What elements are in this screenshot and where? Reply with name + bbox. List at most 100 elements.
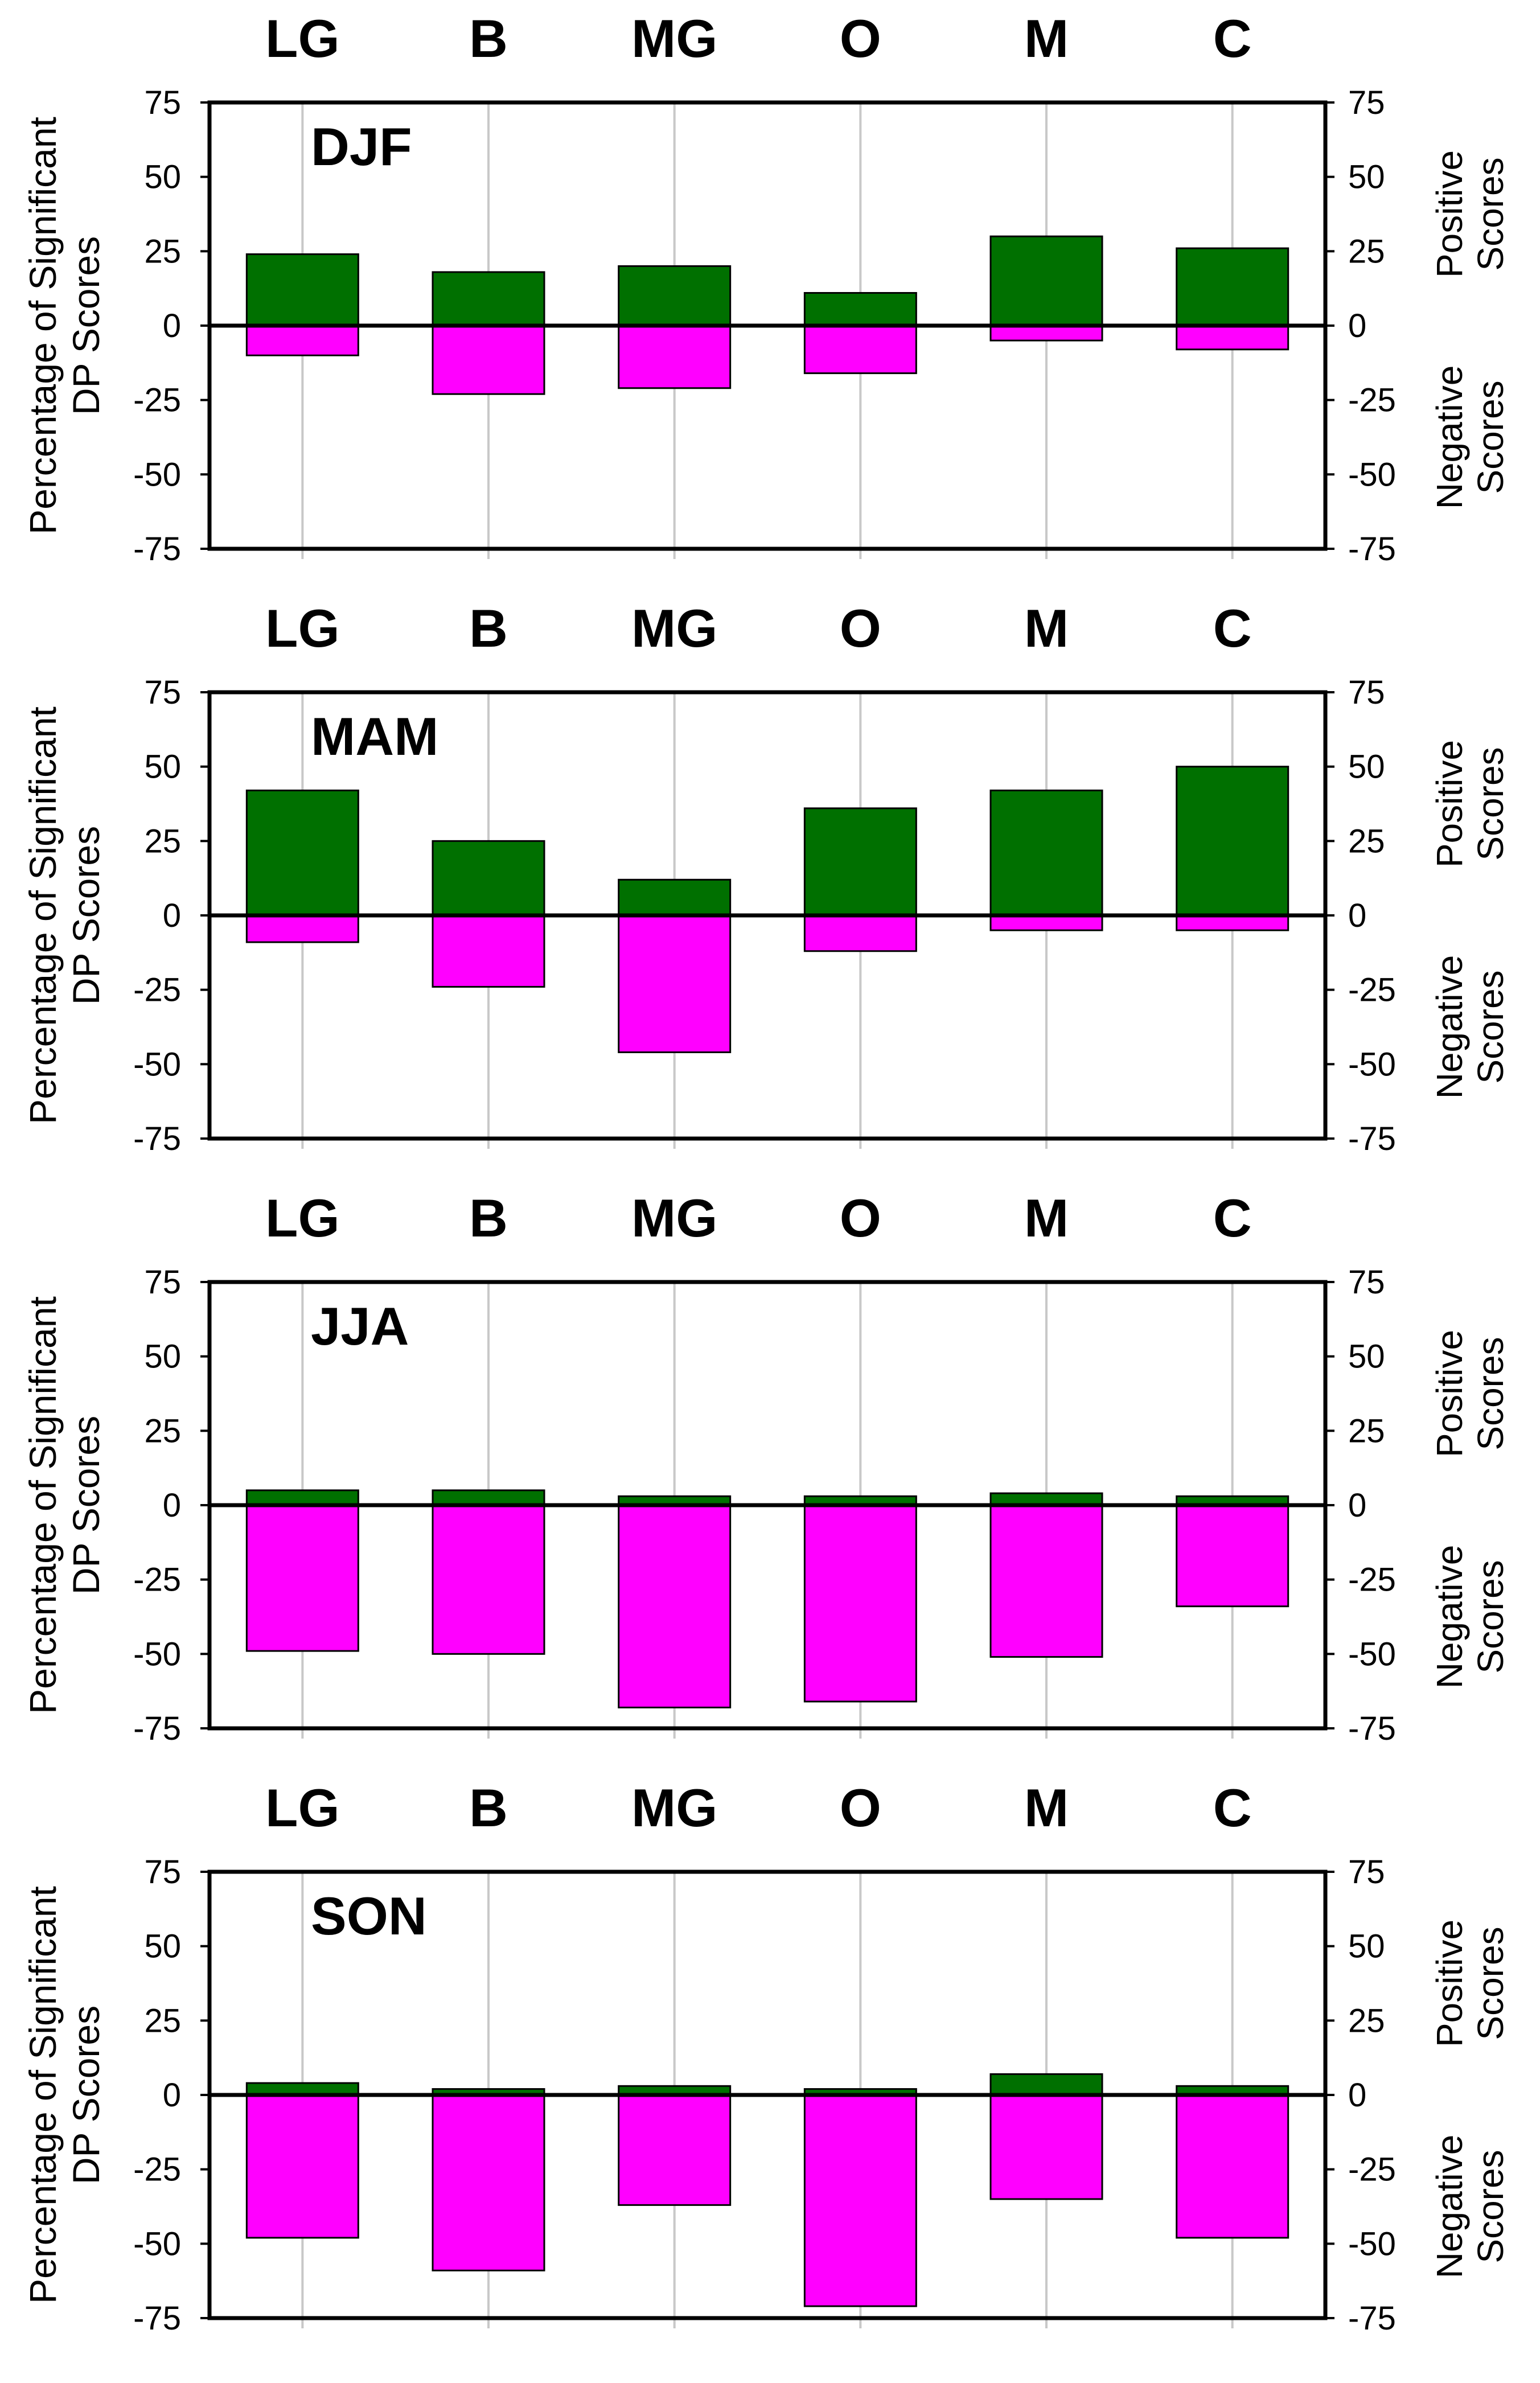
panel-mam: LG B MG O M C 75 75 50 50 25 25 0 0 -25 -25 -50 -50 -75 -75… bbox=[22, 598, 1511, 1157]
right-tick-label: 0 bbox=[1348, 897, 1366, 934]
left-tick-label: -50 bbox=[133, 2225, 181, 2262]
negative-scores-label-line: Negative bbox=[1429, 1545, 1470, 1689]
y-axis-title: Percentage of SignificantDP Scores bbox=[22, 117, 107, 535]
left-tick-label: 50 bbox=[144, 749, 181, 786]
right-tick-label: -25 bbox=[1348, 2151, 1396, 2188]
panel-djf: LG B MG O M C 75 75 50 50 25 25 0 0 -25 -25 -50 -50 -75 -75… bbox=[22, 9, 1511, 568]
right-tick-label: -25 bbox=[1348, 382, 1396, 419]
positive-bar-o bbox=[803, 807, 917, 917]
right-tick-label: 50 bbox=[1348, 159, 1385, 196]
negative-scores-label: NegativeScores bbox=[1429, 365, 1511, 510]
right-tick-label: 0 bbox=[1348, 1487, 1366, 1524]
positive-bar-lg bbox=[245, 253, 359, 327]
y-axis-title-line: DP Scores bbox=[65, 2006, 107, 2184]
right-tick-label: 75 bbox=[1348, 84, 1385, 121]
left-tick-label: -75 bbox=[133, 1710, 181, 1747]
y-axis-title-line: Percentage of Significant bbox=[22, 1296, 64, 1714]
positive-scores-label-line: Scores bbox=[1470, 1337, 1511, 1450]
left-tick-label: 25 bbox=[144, 2002, 181, 2039]
right-tick-label: -75 bbox=[1348, 1120, 1396, 1157]
right-tick-label: 50 bbox=[1348, 749, 1385, 786]
category-label-b: B bbox=[469, 598, 508, 658]
category-label-m: M bbox=[1024, 598, 1069, 658]
right-tick-label: -25 bbox=[1348, 972, 1396, 1009]
left-tick-label: 50 bbox=[144, 1338, 181, 1375]
negative-bar-m bbox=[989, 1504, 1103, 1658]
left-tick-label: -75 bbox=[133, 531, 181, 568]
positive-bar-b bbox=[432, 1489, 545, 1506]
positive-bar-mg bbox=[618, 265, 732, 327]
left-tick-label: 0 bbox=[163, 2077, 181, 2114]
negative-bar-b bbox=[432, 1504, 545, 1655]
left-tick-label: -25 bbox=[133, 382, 181, 419]
right-tick-label: 75 bbox=[1348, 1264, 1385, 1301]
season-label: SON bbox=[311, 1886, 427, 1946]
y-axis-title-line: Percentage of Significant bbox=[22, 706, 64, 1124]
category-label-m: M bbox=[1024, 1188, 1069, 1248]
negative-bar-m bbox=[989, 914, 1103, 931]
positive-scores-label-line: Scores bbox=[1470, 747, 1511, 860]
left-tick-label: 25 bbox=[144, 1412, 181, 1449]
category-label-lg: LG bbox=[265, 1188, 340, 1248]
positive-bar-lg bbox=[245, 789, 359, 917]
category-label-c: C bbox=[1213, 9, 1252, 68]
left-tick-label: 0 bbox=[163, 1487, 181, 1524]
y-axis-title: Percentage of SignificantDP Scores bbox=[22, 1886, 107, 2304]
left-tick-label: -50 bbox=[133, 456, 181, 493]
left-tick-label: -25 bbox=[133, 2151, 181, 2188]
category-label-o: O bbox=[840, 1778, 881, 1838]
negative-scores-label-line: Scores bbox=[1470, 970, 1511, 1083]
positive-scores-label-line: Positive bbox=[1429, 150, 1470, 278]
left-tick-label: -75 bbox=[133, 1120, 181, 1157]
left-tick-label: -75 bbox=[133, 2300, 181, 2337]
right-tick-label: -50 bbox=[1348, 1636, 1396, 1673]
negative-bar-o bbox=[803, 2094, 917, 2307]
right-tick-label: -50 bbox=[1348, 456, 1396, 493]
category-label-lg: LG bbox=[265, 598, 340, 658]
negative-bar-b bbox=[432, 324, 545, 395]
right-tick-label: 75 bbox=[1348, 1854, 1385, 1891]
negative-bar-o bbox=[803, 914, 917, 952]
right-tick-label: 25 bbox=[1348, 233, 1385, 270]
positive-scores-label-line: Positive bbox=[1429, 1920, 1470, 2047]
category-label-b: B bbox=[469, 9, 508, 68]
y-axis-title: Percentage of SignificantDP Scores bbox=[22, 706, 107, 1124]
category-label-o: O bbox=[840, 598, 881, 658]
negative-scores-label-line: Negative bbox=[1429, 955, 1470, 1099]
left-tick-label: -50 bbox=[133, 1046, 181, 1083]
season-label: MAM bbox=[311, 706, 439, 766]
negative-bar-b bbox=[432, 914, 545, 988]
y-axis-title-line: Percentage of Significant bbox=[22, 1886, 64, 2304]
negative-bar-lg bbox=[245, 1504, 359, 1652]
right-tick-label: -75 bbox=[1348, 531, 1396, 568]
y-axis-title: Percentage of SignificantDP Scores bbox=[22, 1296, 107, 1714]
positive-scores-label-line: Positive bbox=[1429, 740, 1470, 868]
negative-bar-o bbox=[803, 324, 917, 375]
positive-scores-label: PositiveScores bbox=[1429, 740, 1511, 868]
negative-bar-b bbox=[432, 2094, 545, 2271]
right-tick-label: -50 bbox=[1348, 2225, 1396, 2262]
negative-bar-c bbox=[1176, 1504, 1290, 1608]
right-tick-label: -50 bbox=[1348, 1046, 1396, 1083]
negative-bar-mg bbox=[618, 1504, 732, 1708]
season-label: DJF bbox=[311, 117, 412, 176]
category-label-m: M bbox=[1024, 1778, 1069, 1838]
negative-bar-c bbox=[1176, 324, 1290, 351]
panel-jja: LG B MG O M C 75 75 50 50 25 25 0 0 -25 -25 -50 -50 -75 -75… bbox=[22, 1188, 1511, 1747]
left-tick-label: 75 bbox=[144, 84, 181, 121]
positive-bar-lg bbox=[245, 1489, 359, 1506]
negative-scores-label-line: Scores bbox=[1470, 2150, 1511, 2263]
category-label-lg: LG bbox=[265, 1778, 340, 1838]
negative-scores-label: NegativeScores bbox=[1429, 1545, 1511, 1689]
negative-scores-label: NegativeScores bbox=[1429, 955, 1511, 1099]
left-tick-label: 75 bbox=[144, 1264, 181, 1301]
panel-son: LG B MG O M C 75 75 50 50 25 25 0 0 -25 -25 -50 -50 -75 -75… bbox=[22, 1778, 1511, 2337]
positive-bar-m bbox=[989, 235, 1103, 327]
negative-scores-label-line: Scores bbox=[1470, 1560, 1511, 1673]
positive-scores-label: PositiveScores bbox=[1429, 1330, 1511, 1457]
negative-bar-lg bbox=[245, 2094, 359, 2239]
negative-bar-m bbox=[989, 324, 1103, 342]
left-tick-label: -25 bbox=[133, 1562, 181, 1599]
right-tick-label: -75 bbox=[1348, 1710, 1396, 1747]
